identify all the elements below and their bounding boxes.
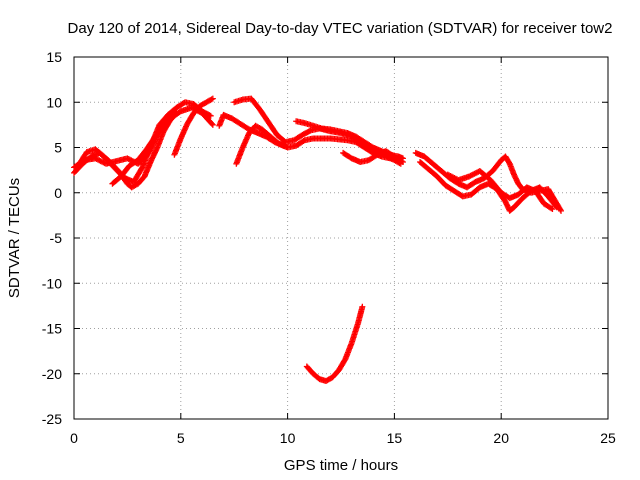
- grid: [74, 57, 608, 419]
- data-point: [549, 206, 556, 213]
- y-tick-label: 10: [46, 94, 62, 110]
- y-tick-label: -5: [50, 230, 63, 246]
- data-point: [209, 95, 216, 102]
- data-point: [548, 205, 555, 212]
- x-tick-label: 10: [280, 430, 296, 446]
- y-tick-labels: -25 -20 -15 -10 -5 0 5 10 15: [42, 49, 62, 427]
- data-point: [359, 303, 366, 310]
- series-arc-c: [75, 110, 180, 191]
- data-point: [173, 110, 180, 117]
- series-arc-e: [171, 95, 216, 158]
- ticks: [73, 56, 609, 420]
- x-tick-label: 0: [70, 430, 78, 446]
- y-axis-label: SDTVAR / TECUs: [6, 178, 23, 298]
- y-tick-label: 0: [54, 185, 62, 201]
- data-point: [398, 158, 405, 165]
- data-marks: [71, 95, 565, 384]
- x-tick-label: 15: [387, 430, 403, 446]
- data-point: [558, 207, 565, 214]
- y-tick-label: -25: [42, 411, 62, 427]
- y-tick-label: -10: [42, 275, 62, 291]
- x-axis-label: GPS time / hours: [284, 457, 398, 474]
- x-tick-label: 5: [177, 430, 185, 446]
- data-point: [208, 120, 215, 127]
- series-arc-n: [303, 303, 366, 384]
- chart-title: Day 120 of 2014, Sidereal Day-to-day VTE…: [68, 20, 613, 37]
- y-tick-label: 15: [46, 49, 62, 65]
- data-point: [208, 96, 215, 103]
- data-point: [553, 204, 560, 211]
- data-point: [209, 121, 216, 128]
- data-point: [172, 111, 179, 118]
- x-tick-labels: 0 5 10 15 20 25: [70, 430, 616, 446]
- y-tick-label: -20: [42, 366, 62, 382]
- data-point: [399, 158, 406, 165]
- data-point: [168, 114, 175, 121]
- series-arc-i: [293, 118, 406, 162]
- series-arc-m: [444, 168, 556, 213]
- x-tick-label: 25: [600, 430, 616, 446]
- data-point: [557, 206, 564, 213]
- series-arc-l: [417, 158, 560, 214]
- y-tick-label: -15: [42, 321, 62, 337]
- series-arc-j: [340, 148, 406, 165]
- series-arc-d: [109, 113, 176, 187]
- data-point: [169, 113, 176, 120]
- data-point: [207, 112, 214, 119]
- series-arc-h: [233, 122, 402, 167]
- y-tick-label: 5: [54, 140, 62, 156]
- x-tick-label: 20: [493, 430, 509, 446]
- data-point: [552, 203, 559, 210]
